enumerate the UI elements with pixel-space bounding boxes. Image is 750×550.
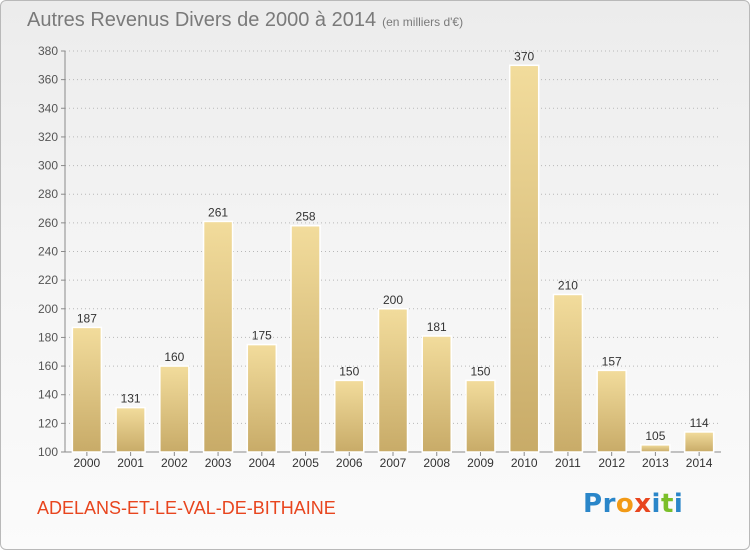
bar xyxy=(246,343,278,453)
y-tick-label: 140 xyxy=(38,388,58,402)
x-tick-label: 2002 xyxy=(161,456,188,470)
bar xyxy=(115,406,146,453)
x-tick-label: 2007 xyxy=(380,456,407,470)
chart-title: Autres Revenus Divers de 2000 à 2014 (en … xyxy=(27,9,463,32)
data-label: 131 xyxy=(121,392,141,406)
data-label: 160 xyxy=(164,350,184,364)
bar xyxy=(465,379,496,453)
y-tick-label: 120 xyxy=(38,416,58,430)
y-tick-label: 240 xyxy=(38,245,58,259)
x-tick-label: 2010 xyxy=(511,456,538,470)
data-label: 150 xyxy=(339,364,359,378)
data-label: 157 xyxy=(602,354,622,368)
y-tick-label: 320 xyxy=(38,130,58,144)
x-tick-label: 2011 xyxy=(555,456,581,470)
x-tick-label: 2004 xyxy=(248,456,275,470)
chart-unit: (en milliers d'€) xyxy=(382,15,464,29)
data-label: 261 xyxy=(208,205,228,219)
y-tick-label: 280 xyxy=(38,187,58,201)
bar xyxy=(334,379,365,453)
logo-letter: x xyxy=(634,489,652,519)
data-label: 150 xyxy=(470,364,490,378)
bar xyxy=(683,431,715,453)
x-tick-label: 2009 xyxy=(467,456,494,470)
bar xyxy=(508,64,540,453)
y-tick-label: 200 xyxy=(38,302,58,316)
x-tick-label: 2006 xyxy=(336,456,363,470)
bar xyxy=(159,365,190,453)
data-label: 175 xyxy=(252,329,272,343)
data-label: 114 xyxy=(690,416,709,430)
logo-letter: i xyxy=(651,489,661,519)
y-tick-label: 360 xyxy=(38,73,58,87)
y-tick-label: 340 xyxy=(38,101,58,115)
y-tick-label: 220 xyxy=(38,273,58,287)
data-label: 181 xyxy=(427,320,447,334)
proxiti-logo: Proxiti xyxy=(583,489,683,519)
y-tick-label: 160 xyxy=(38,359,58,373)
bar xyxy=(377,308,409,453)
data-label: 370 xyxy=(514,49,534,63)
logo-letter: o xyxy=(615,489,635,519)
x-tick-label: 2000 xyxy=(74,456,101,470)
bar xyxy=(596,369,627,453)
x-tick-label: 2005 xyxy=(292,456,319,470)
logo-letter: t xyxy=(660,489,674,519)
y-tick-label: 380 xyxy=(38,44,58,58)
bar xyxy=(71,326,103,453)
y-tick-label: 100 xyxy=(38,445,58,459)
bar xyxy=(640,444,671,453)
x-tick-label: 2012 xyxy=(598,456,625,470)
data-label: 210 xyxy=(558,278,578,292)
logo-letter: P xyxy=(583,489,603,519)
data-label: 200 xyxy=(383,293,403,307)
chart-title-text: Autres Revenus Divers de 2000 à 2014 xyxy=(27,9,377,31)
y-tick-label: 180 xyxy=(38,330,58,344)
data-label: 187 xyxy=(77,311,97,325)
bar xyxy=(202,220,234,453)
data-label: 105 xyxy=(645,429,665,443)
x-tick-label: 2013 xyxy=(642,456,669,470)
y-tick-label: 260 xyxy=(38,216,58,230)
bar xyxy=(290,224,321,453)
commune-name: ADELANS-ET-LE-VAL-DE-BITHAINE xyxy=(37,498,336,518)
x-tick-label: 2014 xyxy=(686,456,713,470)
data-label: 258 xyxy=(296,210,316,224)
bar xyxy=(421,335,452,453)
x-tick-label: 2001 xyxy=(117,456,144,470)
x-tick-label: 2008 xyxy=(423,456,450,470)
y-tick-label: 300 xyxy=(38,159,58,173)
x-tick-label: 2003 xyxy=(205,456,232,470)
logo-letter: r xyxy=(602,489,616,519)
bar xyxy=(552,293,584,453)
logo-letter: i xyxy=(673,489,684,519)
